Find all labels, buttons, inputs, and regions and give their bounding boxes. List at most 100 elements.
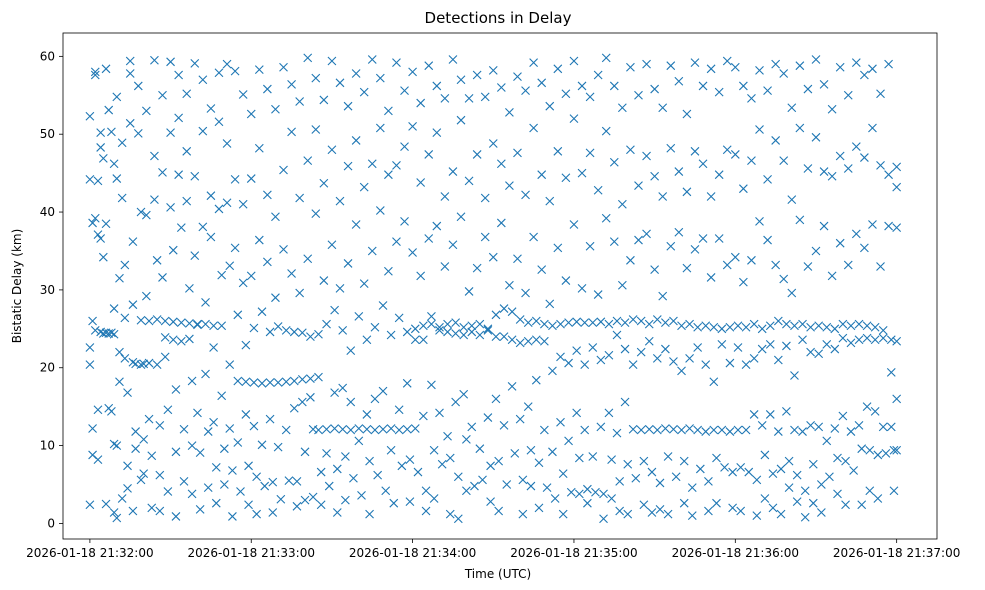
detection-point (513, 72, 522, 81)
detection-point (892, 223, 902, 233)
detection-point (607, 455, 616, 464)
detection-point (537, 265, 547, 275)
detection-point (418, 335, 428, 345)
detection-point (343, 101, 353, 111)
detection-point (738, 184, 748, 194)
detection-point (193, 320, 202, 330)
detection-point (698, 159, 708, 169)
detection-point (171, 385, 181, 394)
detection-point (327, 56, 337, 66)
detection-point (583, 484, 592, 494)
detection-point (889, 486, 899, 496)
detection-point (303, 156, 313, 166)
detection-point (878, 422, 888, 432)
detection-point (725, 427, 735, 436)
detection-point (147, 451, 157, 461)
detection-point (717, 339, 727, 349)
detection-point (308, 492, 318, 502)
detection-point (483, 413, 493, 422)
detection-point (771, 59, 781, 69)
detection-point (607, 494, 616, 503)
detection-point (375, 206, 385, 215)
detection-point (725, 358, 735, 368)
detection-point (109, 329, 119, 339)
detection-point (112, 92, 122, 102)
detection-point (375, 123, 385, 133)
detection-point (851, 58, 861, 67)
detection-point (755, 65, 764, 75)
y-tick-label: 0 (47, 516, 55, 530)
detection-point (125, 56, 135, 66)
detection-point (160, 332, 170, 342)
detection-point (168, 245, 178, 255)
x-tick-label: 2026-01-18 21:36:00 (672, 546, 799, 560)
detection-point (529, 123, 539, 133)
detection-point (451, 329, 461, 338)
detection-point (652, 425, 662, 435)
detection-point (203, 427, 213, 436)
detection-point (773, 316, 783, 326)
detection-point (779, 156, 789, 166)
detection-point (733, 343, 743, 352)
detection-point (523, 318, 533, 327)
detection-point (663, 452, 673, 461)
detection-point (171, 512, 181, 521)
detection-point (886, 335, 896, 345)
detection-point (518, 475, 528, 485)
detection-point (351, 136, 361, 145)
detection-point (628, 360, 638, 370)
detection-point (384, 170, 393, 180)
detection-point (773, 427, 783, 436)
detection-point (303, 254, 313, 264)
detection-point (152, 255, 162, 265)
detection-point (257, 440, 267, 450)
detection-point (467, 422, 477, 432)
detection-point (722, 56, 732, 66)
y-axis-label: Bistatic Delay (km) (10, 229, 24, 344)
detection-point (335, 78, 345, 88)
detection-point (319, 276, 329, 285)
detection-point (354, 424, 364, 433)
detection-point (886, 368, 896, 377)
detection-point (314, 372, 323, 382)
detection-point (588, 452, 598, 461)
detection-point (505, 108, 514, 117)
detection-point (752, 511, 762, 521)
detection-point (835, 62, 845, 72)
detection-point (795, 123, 805, 133)
detection-point (545, 196, 555, 206)
detection-point (112, 174, 122, 183)
detection-point (669, 357, 678, 366)
detection-point (265, 378, 275, 387)
detection-point (679, 498, 689, 508)
detection-point (505, 181, 514, 190)
detection-point (152, 315, 162, 324)
detection-point (811, 132, 821, 142)
detection-point (642, 151, 651, 161)
detection-point (819, 79, 829, 89)
detection-point (432, 221, 442, 231)
detection-point (623, 459, 633, 469)
detection-point (819, 167, 829, 176)
detection-point (491, 310, 501, 320)
detection-point (429, 445, 439, 455)
detection-point (271, 104, 280, 114)
detection-point (158, 90, 167, 100)
detection-point (160, 316, 170, 326)
detection-point (319, 95, 329, 105)
detection-point (289, 403, 299, 413)
detection-point (892, 445, 902, 455)
detection-point (545, 101, 555, 111)
x-tick-label: 2026-01-18 21:35:00 (510, 546, 637, 560)
detection-point (601, 213, 611, 223)
detection-point (860, 70, 869, 80)
detection-point (674, 76, 684, 86)
detection-point (564, 436, 573, 446)
detection-point (779, 274, 789, 284)
detection-point (402, 327, 412, 337)
detection-point (249, 378, 259, 387)
detection-point (749, 319, 759, 329)
detection-point (101, 219, 111, 229)
detection-point (306, 332, 315, 341)
detection-point (687, 483, 697, 493)
